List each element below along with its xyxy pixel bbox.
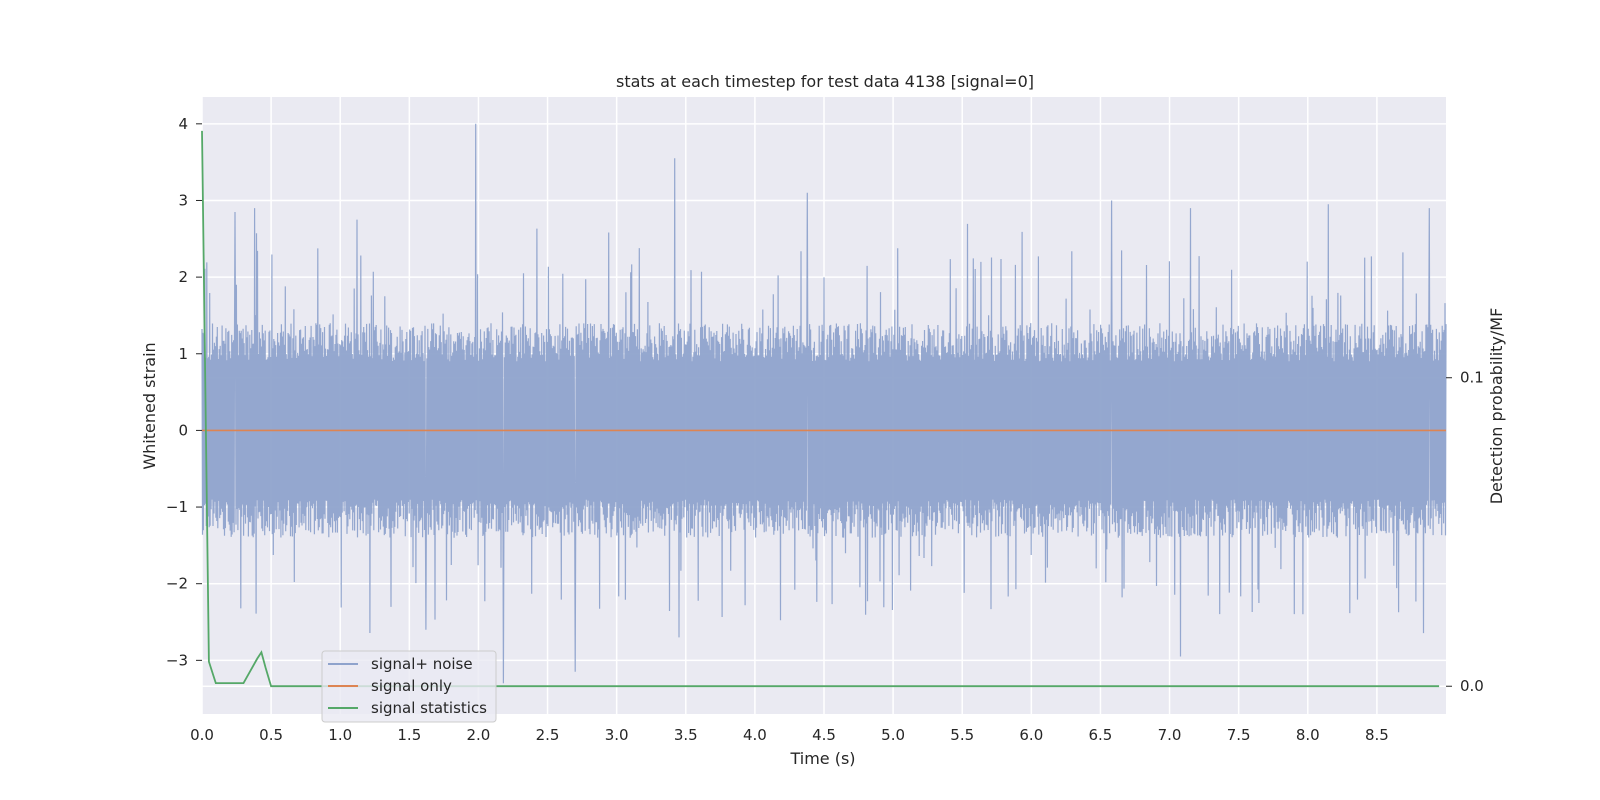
y-tick-label: −2 [166, 575, 188, 593]
series-line-signal-statistics [201, 130, 1440, 688]
legend: signal+ noise signal only signal statist… [321, 650, 497, 723]
legend-label-signal-statistics: signal statistics [371, 699, 487, 717]
y-tick-label: −1 [166, 498, 188, 516]
x-tick-label: 4.0 [743, 726, 767, 744]
x-tick-label: 4.5 [812, 726, 836, 744]
x-tick-label: 0.5 [259, 726, 283, 744]
y-right-axis-label: Detection probability/MF [1487, 308, 1506, 505]
x-axis-label: Time (s) [789, 749, 855, 768]
x-tick-label: 5.0 [881, 726, 905, 744]
y-tick-label: 3 [178, 191, 188, 209]
legend-label-signal-only: signal only [371, 677, 452, 695]
x-tick-label: 2.0 [467, 726, 491, 744]
x-tick-label: 1.0 [328, 726, 352, 744]
x-tick-label: 8.0 [1296, 726, 1320, 744]
y-tick-label: 1 [178, 345, 188, 363]
x-tick-label: 6.5 [1089, 726, 1113, 744]
x-tick-label: 7.5 [1227, 726, 1251, 744]
y-tick-label: 4 [178, 115, 188, 133]
x-tick-label: 8.5 [1365, 726, 1389, 744]
legend-label-signal-noise: signal+ noise [371, 655, 473, 673]
x-tick-label: 1.5 [397, 726, 421, 744]
y-right-tick-label: 0.0 [1460, 677, 1484, 695]
y-axis-label: Whitened strain [140, 342, 159, 469]
x-tick-label: 5.5 [950, 726, 974, 744]
y-tick-label: 0 [178, 421, 188, 439]
series-line-signal-noise [201, 123, 1447, 684]
legend-box [321, 650, 497, 723]
x-tick-label: 6.0 [1019, 726, 1043, 744]
x-tick-label: 3.0 [605, 726, 629, 744]
x-axis-ticks: 0.0 0.5 1.0 1.5 2.0 2.5 3.0 3.5 4.0 4.5 5.0 5.5 6.0 6… [190, 726, 1389, 744]
y-right-axis-ticks: 0.1 0.0 [1446, 369, 1484, 695]
y-axis-ticks: 4 3 2 1 0 −1 −2 −3 [166, 115, 202, 669]
y-right-tick-label: 0.1 [1460, 369, 1484, 387]
x-tick-label: 3.5 [674, 726, 698, 744]
chart-title: stats at each timestep for test data 413… [616, 72, 1034, 91]
x-tick-label: 0.0 [190, 726, 214, 744]
x-tick-label: 2.5 [536, 726, 560, 744]
y-tick-label: 2 [178, 268, 188, 286]
y-tick-label: −3 [166, 651, 188, 669]
x-tick-label: 7.0 [1158, 726, 1182, 744]
series-layer [201, 123, 1447, 688]
